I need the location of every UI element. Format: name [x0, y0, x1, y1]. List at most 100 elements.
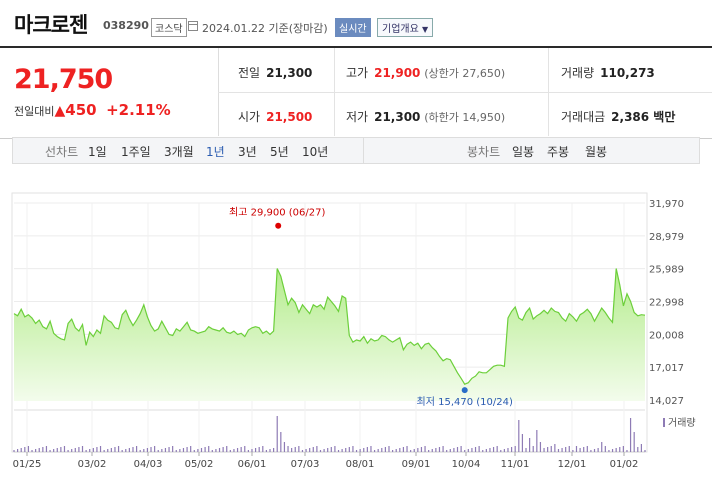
tab-weekly[interactable]: 주봉 [547, 145, 570, 159]
volume-bar [31, 450, 33, 452]
y-tick-label: 20,008 [649, 330, 684, 341]
volume: 거래량 110,273 [561, 64, 655, 81]
y-tick-label: 25,989 [649, 265, 684, 276]
upper-limit: (상한가 27,650) [424, 67, 506, 80]
volume-bar [503, 449, 505, 452]
corp-info-dropdown[interactable]: 기업개요 ▼ [377, 18, 434, 37]
volume-legend-swatch [663, 418, 665, 427]
volume-bar [154, 446, 156, 452]
price-area [14, 268, 645, 401]
volume-bar [218, 448, 221, 452]
volume-bar [251, 449, 253, 452]
volume-bar [640, 444, 642, 452]
open-price: 시가 21,500 [238, 108, 312, 125]
low-label: 저가 [346, 110, 369, 124]
volume-bar [164, 448, 167, 452]
y-tick-label: 22,998 [649, 298, 684, 309]
tab-daily[interactable]: 일봉 [512, 145, 535, 159]
volume-bar [529, 438, 531, 452]
prev-close-value: 21,300 [266, 66, 313, 80]
volume-bar [485, 449, 487, 452]
volume-bar [435, 448, 437, 452]
corp-info-label: 기업개요 [382, 24, 419, 35]
tab-10y[interactable]: 10년 [302, 145, 329, 159]
volume-bar [172, 446, 174, 452]
volume-value: 110,273 [600, 66, 655, 80]
volume-bar [565, 447, 567, 452]
volume-bar [388, 446, 390, 452]
market-badge: 코스닥 [151, 18, 187, 37]
tab-1w[interactable]: 1주일 [121, 145, 151, 159]
chart-period-tabs: 선차트 1일 1주일 3개월 1년 3년 5년 10년 봉차트 일봉 주봉 월봉 [12, 137, 700, 164]
open-value: 21,500 [266, 110, 313, 124]
tab-3y[interactable]: 3년 [238, 145, 257, 159]
volume-bar [280, 432, 282, 452]
volume-bar [200, 448, 203, 452]
volume-bar [92, 448, 94, 452]
volume-bar [583, 447, 585, 452]
volume-bar [247, 450, 249, 452]
low-annotation: 최저 15,470 (10/24) [417, 396, 513, 408]
volume-bar [395, 449, 397, 452]
volume-bar [626, 450, 628, 452]
trade-amount: 거래대금 2,386 백만 [561, 108, 675, 125]
volume-bar [229, 450, 231, 452]
volume-bar [179, 449, 181, 452]
y-tick-label: 14,027 [649, 396, 684, 407]
volume-bar [464, 450, 466, 452]
tab-1y[interactable]: 1년 [206, 145, 225, 159]
volume-bar [301, 450, 304, 452]
volume-bar [568, 446, 570, 452]
volume-bar [593, 449, 596, 452]
candle-chart-label: 봉차트 [467, 145, 501, 159]
volume-bar [240, 447, 242, 452]
volume-bar [204, 447, 206, 452]
tab-1d[interactable]: 1일 [88, 145, 107, 159]
change-label: 전일대비 [14, 105, 55, 118]
current-price-box: 21,750 전일대비▲450 +2.11% [0, 48, 219, 136]
volume-bar [168, 447, 170, 452]
volume-bar [294, 447, 296, 452]
volume-bar [575, 446, 578, 452]
volume-bar [193, 450, 195, 452]
volume-bar [226, 446, 228, 452]
volume-bar [146, 448, 149, 452]
volume-bar [135, 446, 138, 452]
low-price: 저가 21,300 (하한가 14,950) [346, 108, 505, 125]
volume-bar [283, 442, 286, 452]
x-tick-label: 04/03 [134, 459, 163, 470]
volume-bar [143, 449, 145, 452]
volume-bar [208, 446, 210, 452]
volume-bar [53, 449, 55, 452]
volume-bar [507, 448, 509, 452]
volume-bar [334, 446, 336, 452]
volume-bar [222, 447, 224, 452]
tab-5y[interactable]: 5년 [270, 145, 289, 159]
volume-bar [453, 448, 455, 452]
volume-bar [233, 449, 235, 452]
realtime-button[interactable]: 실시간 [335, 18, 371, 37]
volume-bar [431, 449, 433, 452]
volume-bar [161, 449, 163, 452]
volume-bar [456, 447, 459, 452]
volume-bar [305, 449, 307, 452]
company-name: 마크로젠 [14, 13, 88, 37]
volume-bar [420, 447, 423, 452]
volume-bar [363, 448, 365, 452]
amount-value: 2,386 백만 [611, 110, 676, 124]
prev-close: 전일 21,300 [238, 64, 312, 81]
volume-bar [35, 449, 37, 452]
volume-bar [96, 447, 98, 452]
base-date: 2024.01.22 기준(장마감) [202, 22, 328, 35]
volume-bar [532, 446, 534, 452]
tab-3m[interactable]: 3개월 [164, 145, 194, 159]
low-value: 21,300 [374, 110, 421, 124]
volume-bar [81, 446, 84, 452]
volume-bar [471, 448, 473, 452]
tab-monthly[interactable]: 월봉 [585, 145, 608, 159]
volume-bar [316, 446, 318, 452]
volume-bar [125, 449, 127, 452]
volume-bar [467, 449, 469, 452]
volume-bar [323, 449, 325, 452]
volume-bar [629, 418, 632, 452]
